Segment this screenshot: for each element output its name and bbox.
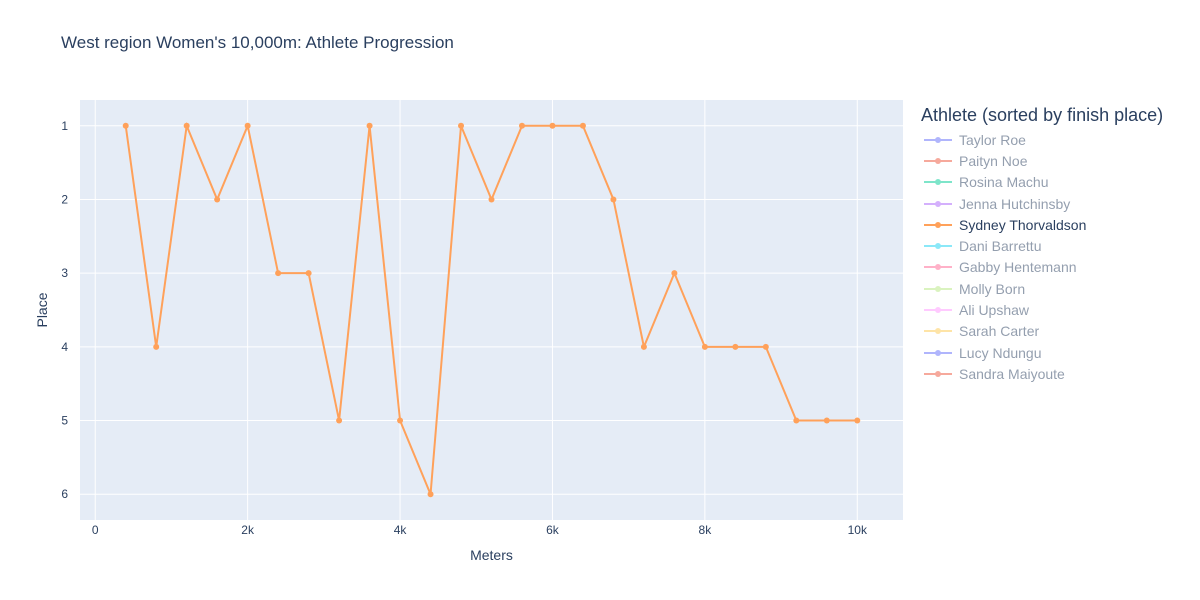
y-tick-label: 2	[61, 192, 68, 206]
legend-item[interactable]: Sandra Maiyoute	[921, 363, 1163, 384]
legend-item[interactable]: Ali Upshaw	[921, 299, 1163, 320]
y-tick-label: 4	[61, 340, 68, 354]
legend-label: Jenna Hutchinsby	[959, 195, 1071, 212]
data-point	[610, 196, 617, 203]
y-tick-label: 3	[61, 266, 68, 280]
legend-label: Rosina Machu	[959, 174, 1049, 191]
data-point	[549, 122, 556, 129]
data-point	[793, 417, 800, 424]
data-point	[488, 196, 495, 203]
legend-swatch	[924, 179, 952, 186]
legend-swatch	[924, 328, 952, 335]
legend-label: Taylor Roe	[959, 131, 1026, 148]
y-axis-label: Place	[34, 292, 50, 327]
legend-item[interactable]: Molly Born	[921, 278, 1163, 299]
chart-title: West region Women's 10,000m: Athlete Pro…	[61, 33, 454, 52]
legend-item[interactable]: Dani Barrettu	[921, 235, 1163, 256]
x-tick-label: 8k	[699, 523, 713, 537]
data-point	[579, 122, 586, 129]
legend-item[interactable]: Sydney Thorvaldson	[921, 214, 1163, 235]
data-point	[275, 270, 282, 277]
legend-item[interactable]: Taylor Roe	[921, 129, 1163, 150]
data-point	[458, 122, 465, 129]
legend: Athlete (sorted by finish place) Taylor …	[921, 105, 1163, 385]
data-point	[823, 417, 830, 424]
data-point	[427, 491, 434, 498]
plot-background	[80, 100, 903, 520]
data-point	[214, 196, 221, 203]
data-point	[854, 417, 861, 424]
legend-item[interactable]: Rosina Machu	[921, 172, 1163, 193]
y-tick-label: 6	[61, 487, 68, 501]
data-point	[701, 343, 708, 350]
legend-swatch	[924, 349, 952, 356]
y-tick-label: 5	[61, 414, 68, 428]
legend-items: Taylor Roe Paityn Noe Rosina Machu Jenna Hu…	[921, 129, 1163, 385]
legend-swatch	[924, 243, 952, 250]
legend-title: Athlete (sorted by finish place)	[921, 105, 1164, 125]
y-tick-label: 1	[61, 119, 68, 133]
x-tick-label: 0	[92, 523, 99, 537]
legend-swatch	[924, 285, 952, 292]
legend-label: Sandra Maiyoute	[959, 365, 1065, 382]
legend-swatch	[924, 370, 952, 377]
x-tick-label: 4k	[394, 523, 408, 537]
data-point	[305, 270, 312, 277]
x-tick-label: 2k	[241, 523, 255, 537]
legend-item[interactable]: Paityn Noe	[921, 150, 1163, 171]
data-point	[122, 122, 129, 129]
data-point	[153, 343, 160, 350]
data-point	[336, 417, 343, 424]
data-point	[366, 122, 373, 129]
legend-swatch	[924, 136, 952, 143]
data-point	[640, 343, 647, 350]
legend-label: Paityn Noe	[959, 152, 1028, 169]
legend-swatch	[924, 307, 952, 314]
data-point	[518, 122, 525, 129]
data-point	[244, 122, 251, 129]
x-tick-label: 6k	[546, 523, 560, 537]
legend-label: Gabby Hentemann	[959, 259, 1077, 276]
x-tick-label: 10k	[848, 523, 868, 537]
legend-item[interactable]: Gabby Hentemann	[921, 257, 1163, 278]
legend-label: Lucy Ndungu	[959, 344, 1042, 361]
data-point	[397, 417, 404, 424]
data-point	[671, 270, 678, 277]
legend-swatch	[924, 264, 952, 271]
data-point	[732, 343, 739, 350]
legend-label: Sarah Carter	[959, 323, 1040, 340]
legend-swatch	[924, 157, 952, 164]
legend-swatch	[924, 200, 952, 207]
legend-label: Sydney Thorvaldson	[959, 216, 1087, 233]
legend-item[interactable]: Jenna Hutchinsby	[921, 193, 1163, 214]
x-axis-label: Meters	[470, 547, 513, 563]
legend-label: Molly Born	[959, 280, 1026, 297]
data-point	[762, 343, 769, 350]
legend-label: Ali Upshaw	[959, 302, 1030, 319]
legend-item[interactable]: Sarah Carter	[921, 321, 1163, 342]
data-point	[183, 122, 190, 129]
legend-swatch	[924, 221, 952, 228]
legend-item[interactable]: Lucy Ndungu	[921, 342, 1163, 363]
legend-label: Dani Barrettu	[959, 238, 1042, 255]
